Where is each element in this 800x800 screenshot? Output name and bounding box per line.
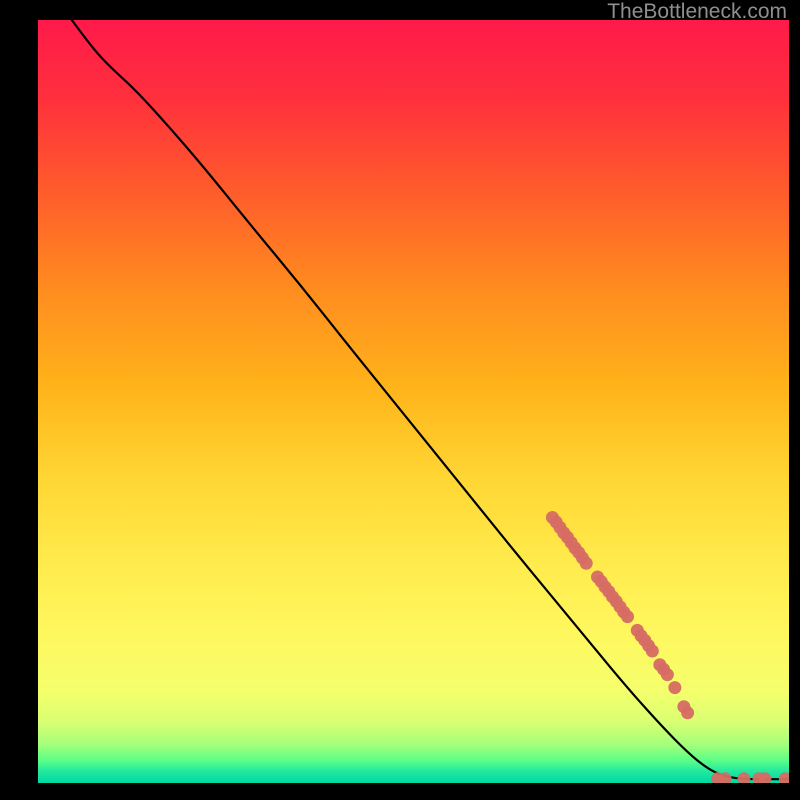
data-marker	[580, 557, 593, 570]
data-marker	[646, 645, 659, 658]
gradient-background	[38, 20, 789, 783]
data-marker	[621, 610, 634, 623]
data-marker	[681, 706, 694, 719]
data-marker	[668, 681, 681, 694]
data-marker	[661, 668, 674, 681]
plot-area	[38, 20, 789, 783]
stage: TheBottleneck.com	[0, 0, 800, 800]
chart-svg	[38, 20, 789, 783]
